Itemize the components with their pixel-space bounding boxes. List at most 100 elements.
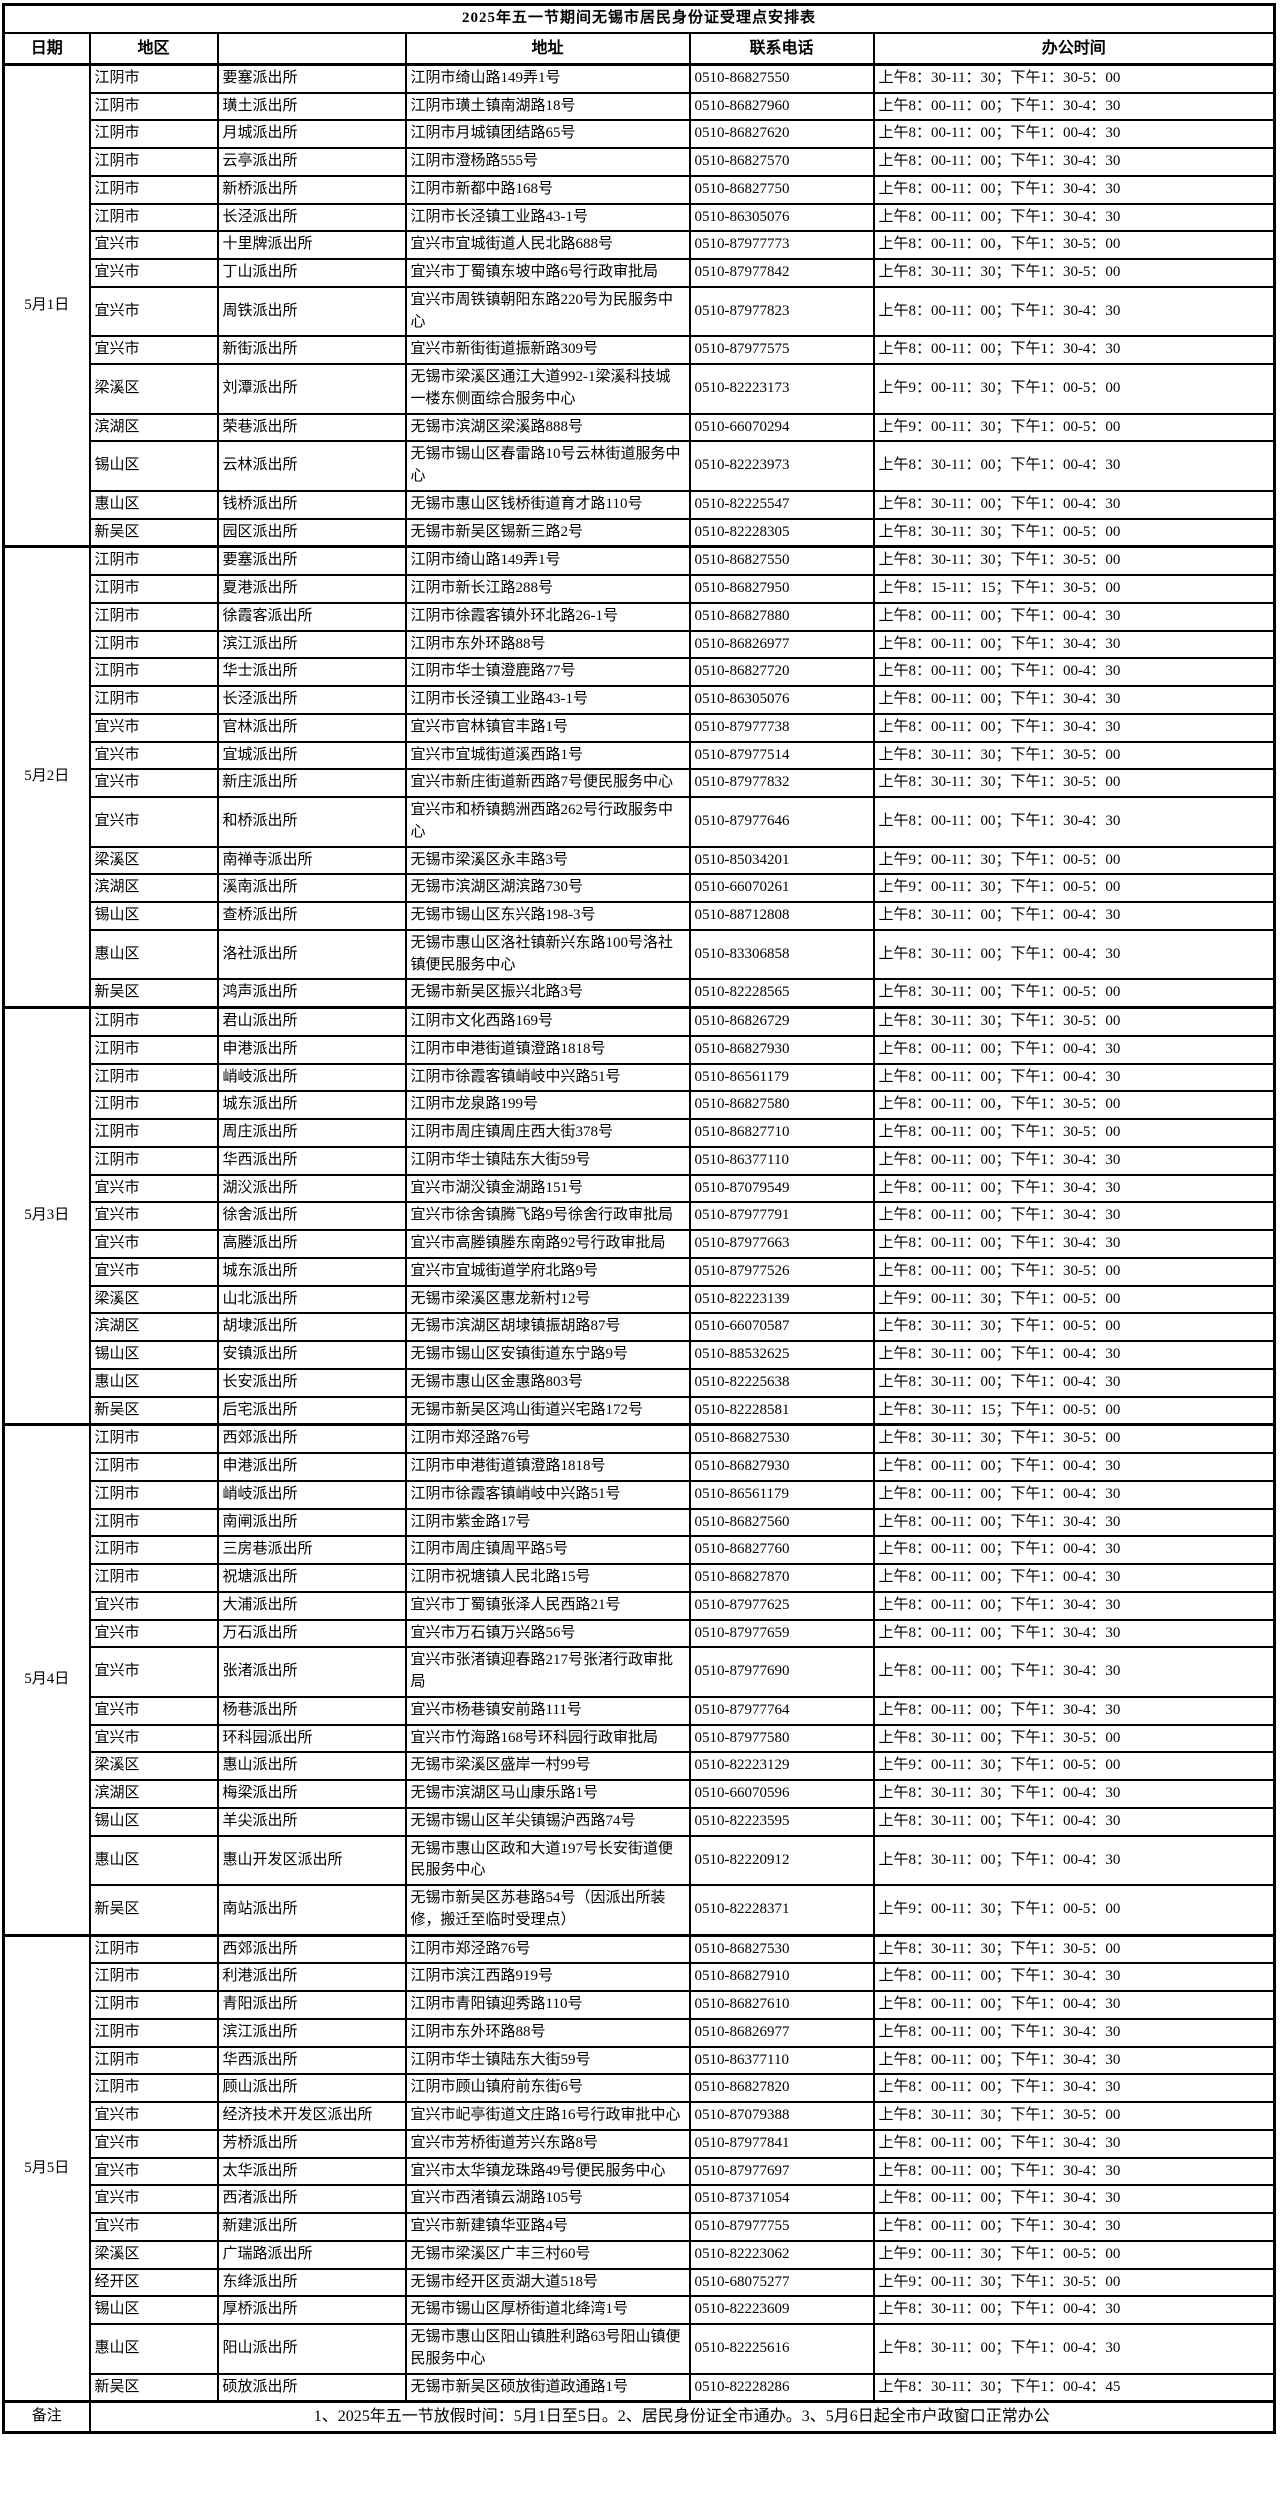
region-cell: 宜兴市 [88, 768, 219, 799]
table-row: 锡山区 安镇派出所 无锡市锡山区安镇街道东宁路9号 0510-88532625 上午8：… [4, 1340, 1276, 1370]
address-cell: 江阴市徐霞客镇外环北路26-1号 [404, 601, 691, 632]
table-row: 5月2日 江阴市 要塞派出所 江阴市绮山路149弄1号 0510-86827550 上午8… [2, 545, 1276, 1009]
hours-cell: 上午8：00-11：00；下午1：30-4：30 [872, 2156, 1276, 2187]
hours-cell: 上午8：00-11：00；下午1：30-4：30 [872, 2212, 1276, 2242]
phone-cell: 0510-68075277 [688, 2267, 875, 2298]
table-row: 惠山区 长安派出所 无锡市惠山区金惠路803号 0510-82225638 上午8：30… [4, 1367, 1276, 1398]
hours-cell: 上午8：00-11：00；下午1：30-4：30 [872, 1507, 1276, 1538]
region-cell: 新吴区 [88, 2372, 219, 2403]
table-row: 宜兴市 城东派出所 宜兴市宜城街道学府北路9号 0510-87977526 上午8：00… [4, 1256, 1276, 1287]
phone-cell: 0510-86827560 [688, 1507, 875, 1538]
station-cell: 胡埭派出所 [216, 1312, 407, 1343]
table-row: 滨湖区 梅梁派出所 无锡市滨湖区马山康乐路1号 0510-66070596 上午8：30… [4, 1779, 1276, 1809]
station-cell: 月城派出所 [216, 119, 407, 150]
address-cell: 无锡市惠山区阳山镇胜利路63号阳山镇便民服务中心 [404, 2323, 691, 2375]
phone-cell: 0510-87977764 [688, 1695, 875, 1726]
date-cell: 5月3日 [2, 1006, 91, 1426]
address-cell: 无锡市锡山区春雷路10号云林街道服务中心 [404, 440, 691, 492]
station-cell: 璜土派出所 [216, 91, 407, 122]
phone-cell: 0510-86561179 [688, 1062, 875, 1093]
region-cell: 江阴市 [88, 1507, 219, 1538]
hours-cell: 上午9：00-11：30；下午1：00-5：00 [872, 873, 1276, 904]
station-cell: 祝塘派出所 [216, 1563, 407, 1593]
phone-cell: 0510-87977690 [688, 1646, 875, 1698]
phone-cell: 0510-66070294 [688, 412, 875, 443]
phone-cell: 0510-82223129 [688, 1751, 875, 1782]
station-cell: 和桥派出所 [216, 796, 407, 848]
station-cell: 十里牌派出所 [216, 230, 407, 261]
address-cell: 江阴市东外环路88号 [404, 2017, 691, 2048]
station-cell: 环科园派出所 [216, 1723, 407, 1754]
phone-cell: 0510-86827820 [688, 2073, 875, 2104]
table-row: 宜兴市 新建派出所 宜兴市新建镇华亚路4号 0510-87977755 上午8：00-1… [4, 2212, 1276, 2242]
date-cell: 5月4日 [2, 1423, 91, 1937]
table-row: 宜兴市 高塍派出所 宜兴市高塍镇塍东南路92号行政审批局 0510-87977663 上… [4, 1229, 1276, 1259]
address-cell: 江阴市顾山镇府前东街6号 [404, 2073, 691, 2104]
address-cell: 江阴市绮山路149弄1号 [404, 62, 691, 94]
hours-cell: 上午9：00-11：30；下午1：00-5：00 [872, 1751, 1276, 1782]
phone-cell: 0510-82223173 [688, 363, 875, 415]
region-cell: 滨湖区 [88, 1779, 219, 1809]
phone-cell: 0510-87977646 [688, 796, 875, 848]
column-header-row: 日期 地区 地址 联系电话 办公时间 [2, 31, 1276, 66]
table-row: 5月1日 江阴市 要塞派出所 江阴市绮山路149弄1号 0510-86827550 上午8… [2, 62, 1276, 548]
table-row: 宜兴市 环科园派出所 宜兴市竹海路168号环科园行政审批局 0510-87977580… [4, 1723, 1276, 1754]
station-cell: 新街派出所 [216, 335, 407, 366]
region-cell: 宜兴市 [88, 258, 219, 288]
hours-cell: 上午8：00-11：00；下午1：00-4：30 [872, 1034, 1276, 1065]
phone-cell: 0510-82228565 [688, 978, 875, 1009]
phone-cell: 0510-86827620 [688, 119, 875, 150]
table-row: 江阴市 南闸派出所 江阴市紫金路17号 0510-86827560 上午8：00-11：… [4, 1507, 1276, 1538]
address-cell: 江阴市龙泉路199号 [404, 1090, 691, 1121]
station-cell: 广瑞路派出所 [216, 2239, 407, 2270]
table-row: 惠山区 阳山派出所 无锡市惠山区阳山镇胜利路63号阳山镇便民服务中心 0510-822… [4, 2323, 1276, 2375]
region-cell: 惠山区 [88, 2323, 219, 2375]
phone-cell: 0510-82225547 [688, 489, 875, 520]
hours-cell: 上午9：00-11：30；下午1：00-5：00 [872, 2239, 1276, 2270]
address-cell: 江阴市祝塘镇人民北路15号 [404, 1563, 691, 1593]
hours-cell: 上午8：00-11：00；下午1：30-4：30 [872, 2128, 1276, 2159]
table-row: 江阴市 月城派出所 江阴市月城镇团结路65号 0510-86827620 上午8：00-… [4, 119, 1276, 150]
hours-cell: 上午9：00-11：30；下午1：00-5：00 [872, 363, 1276, 415]
address-cell: 无锡市梁溪区惠龙新村12号 [404, 1284, 691, 1315]
table-row: 新吴区 硕放派出所 无锡市新吴区硕放街道政通路1号 0510-82228286 上午8：… [4, 2372, 1276, 2403]
region-cell: 江阴市 [88, 1962, 219, 1993]
station-cell: 万石派出所 [216, 1618, 407, 1649]
table-row: 宜兴市 太华派出所 宜兴市太华镇龙珠路49号便民服务中心 0510-87977697 上… [4, 2156, 1276, 2187]
station-cell: 三房巷派出所 [216, 1535, 407, 1566]
region-cell: 宜兴市 [88, 1723, 219, 1754]
station-cell: 滨江派出所 [216, 2017, 407, 2048]
phone-cell: 0510-86827750 [688, 174, 875, 205]
region-cell: 宜兴市 [88, 285, 219, 338]
region-cell: 宜兴市 [88, 2156, 219, 2187]
address-cell: 江阴市文化西路169号 [404, 1006, 691, 1037]
address-cell: 宜兴市高塍镇塍东南路92号行政审批局 [404, 1229, 691, 1259]
phone-cell: 0510-86827530 [688, 1933, 875, 1965]
table-row: 滨湖区 胡埭派出所 无锡市滨湖区胡埭镇振胡路87号 0510-66070587 上午8：… [4, 1312, 1276, 1343]
table-row: 江阴市 城东派出所 江阴市龙泉路199号 0510-86827580 上午8：00-11… [4, 1090, 1276, 1121]
address-cell: 江阴市华士镇陆东大街59号 [404, 2045, 691, 2076]
title-row: 2025年五一节期间无锡市居民身份证受理点安排表 [2, 3, 1276, 34]
address-cell: 宜兴市和桥镇鹅洲西路262号行政服务中心 [404, 796, 691, 848]
address-cell: 江阴市申港街道镇澄路1818号 [404, 1452, 691, 1482]
address-cell: 无锡市新吴区振兴北路3号 [404, 978, 691, 1009]
station-cell: 华西派出所 [216, 1145, 407, 1176]
phone-cell: 0510-87977659 [688, 1618, 875, 1649]
region-cell: 宜兴市 [88, 335, 219, 366]
table-row: 江阴市 徐霞客派出所 江阴市徐霞客镇外环北路26-1号 0510-86827880 上午… [4, 601, 1276, 632]
hours-cell: 上午8：00-11：00；下午1：30-4：30 [872, 1173, 1276, 1204]
hours-cell: 上午8：30-11：30；下午1：00-5：00 [872, 517, 1276, 548]
region-cell: 宜兴市 [88, 796, 219, 848]
station-cell: 后宅派出所 [216, 1395, 407, 1426]
hours-cell: 上午8：00-11：00；下午1：30-5：00 [872, 1256, 1276, 1287]
region-cell: 江阴市 [88, 119, 219, 150]
region-cell: 江阴市 [88, 2045, 219, 2076]
table-row: 江阴市 夏港派出所 江阴市新长江路288号 0510-86827950 上午8：15-1… [4, 574, 1276, 604]
hours-cell: 上午8：00-11：00；下午1：30-4：30 [872, 174, 1276, 205]
station-cell: 洛社派出所 [216, 928, 407, 981]
address-cell: 无锡市新吴区鸿山街道兴宅路172号 [404, 1395, 691, 1426]
table-row: 新吴区 园区派出所 无锡市新吴区锡新三路2号 0510-82228305 上午8：30-… [4, 517, 1276, 548]
station-cell: 硕放派出所 [216, 2372, 407, 2403]
hours-cell: 上午8：00-11：00；下午1：00-4：30 [872, 1479, 1276, 1510]
table-row: 江阴市 滨江派出所 江阴市东外环路88号 0510-86826977 上午8：00-11… [4, 2017, 1276, 2048]
